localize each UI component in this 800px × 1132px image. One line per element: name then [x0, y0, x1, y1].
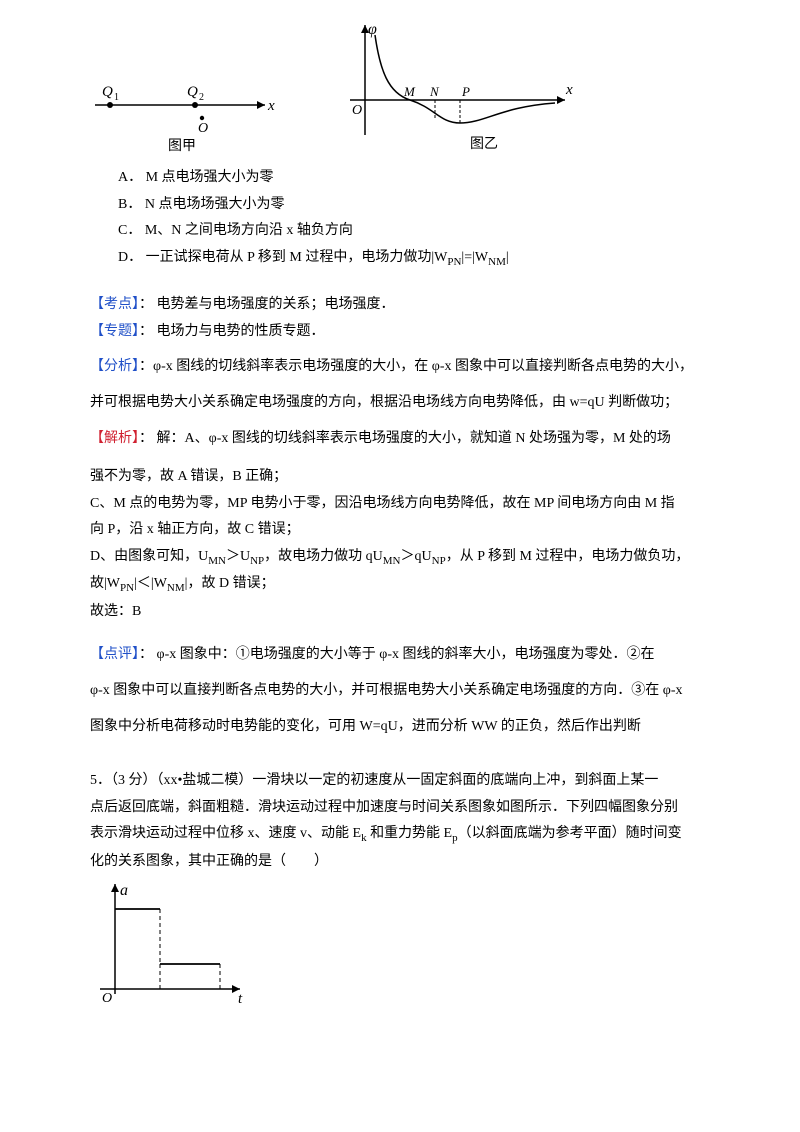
- jiexi-line6c: |，故 D 错误；: [185, 576, 275, 591]
- option-a: A． M 点电场强大小为零: [118, 165, 740, 192]
- svg-text:φ: φ: [368, 21, 377, 38]
- jiexi-line5a: D、由图象可知，U: [90, 549, 208, 564]
- jiexi-line5-sub2: NP: [250, 555, 264, 567]
- jiexi-line5-sub3: MN: [383, 555, 401, 567]
- svg-text:O: O: [352, 103, 362, 118]
- dianping-text1: ： φ-x 图象中：①电场强度的大小等于 φ-x 图线的斜率大小，电场强度为零处…: [139, 647, 654, 662]
- q5-line3b: 和重力势能 E: [367, 826, 453, 841]
- svg-text:a: a: [120, 882, 128, 899]
- svg-text:P: P: [461, 84, 470, 99]
- svg-text:图甲: 图甲: [168, 139, 196, 154]
- option-d-sub1: PN: [447, 256, 461, 268]
- jiexi-line5: D、由图象可知，UMN＞UNP，故电场力做功 qUMN＞qUNP，从 P 移到 …: [90, 544, 740, 572]
- svg-text:x: x: [267, 98, 275, 114]
- svg-text:M: M: [403, 84, 416, 99]
- zhuanti-row: 【专题】： 电场力与电势的性质专题．: [90, 319, 740, 346]
- jiexi-line5c: ，故电场力做功 qU: [264, 549, 383, 564]
- fenxi-text1: ：φ-x 图线的切线斜率表示电场强度的大小，在 φ-x 图象中可以直接判断各点电…: [139, 359, 693, 374]
- q5-line2: 点后返回底端，斜面粗糙．滑块运动过程中加速度与时间关系图象如图所示．下列四幅图象…: [90, 795, 740, 822]
- jiexi-line6-sub2: NM: [167, 582, 185, 594]
- svg-text:图乙: 图乙: [470, 136, 498, 152]
- jiexi-line5d: ＞qU: [401, 549, 432, 564]
- q5-line1: 5．（3 分）（xx•盐城二模）一滑块以一定的初速度从一固定斜面的底端向上冲，到…: [90, 768, 740, 795]
- option-d-sub2: NM: [488, 256, 506, 268]
- dianping-block: 【点评】： φ-x 图象中：①电场强度的大小等于 φ-x 图线的斜率大小，电场强…: [90, 640, 740, 670]
- q5-line3: 表示滑块运动过程中位移 x、速度 v、动能 Ek 和重力势能 Ep（以斜面底端为…: [90, 821, 740, 849]
- svg-text:Q: Q: [102, 84, 113, 100]
- figures-row: Q1 Q2 x O 图甲 φ O M N P x 图乙: [90, 20, 740, 155]
- option-d-mid: |=|W: [461, 250, 488, 265]
- jiexi-line7: 故选：B: [90, 599, 740, 626]
- zhuanti-text: ： 电场力与电势的性质专题．: [139, 324, 325, 339]
- zhuanti-label: 【专题】: [90, 324, 139, 339]
- jiexi-line4: 向 P，沿 x 轴正方向，故 C 错误；: [90, 517, 740, 544]
- svg-text:2: 2: [199, 92, 204, 103]
- option-d-prefix: D． 一正试探电荷从 P 移到 M 过程中，电场力做功|W: [118, 250, 447, 265]
- jiexi-line5-sub4: NP: [432, 555, 446, 567]
- svg-text:N: N: [429, 84, 440, 99]
- kaodian-text: ： 电势差与电场强度的关系；电场强度．: [139, 297, 395, 312]
- kaodian-label: 【考点】: [90, 297, 139, 312]
- svg-text:Q: Q: [187, 84, 198, 100]
- jiexi-line6: 故|WPN|＜|WNM|，故 D 错误；: [90, 571, 740, 599]
- q5-line3c: （以斜面底端为参考平面）随时间变: [458, 826, 682, 841]
- svg-text:O: O: [102, 991, 112, 1006]
- fenxi-text2: 并可根据电势大小关系确定电场强度的方向，根据沿电场线方向电势降低，由 w=qU …: [90, 388, 740, 418]
- jiexi-line5-sub1: MN: [208, 555, 226, 567]
- q5-line3a: 表示滑块运动过程中位移 x、速度 v、动能 E: [90, 826, 361, 841]
- svg-text:1: 1: [114, 92, 119, 103]
- q5-line4: 化的关系图象，其中正确的是（ ）: [90, 849, 740, 876]
- option-d: D． 一正试探电荷从 P 移到 M 过程中，电场力做功|WPN|=|WNM|: [118, 245, 740, 273]
- jiexi-line5e: ，从 P 移到 M 过程中，电场力做负功，: [446, 549, 690, 564]
- dianping-text3: 图象中分析电荷移动时电势能的变化，可用 W=qU，进而分析 WW 的正负，然后作…: [90, 712, 740, 742]
- jiexi-line2: 强不为零，故 A 错误，B 正确；: [90, 464, 740, 491]
- at-graph-wrap: a t O: [90, 879, 740, 1018]
- fenxi-block: 【分析】：φ-x 图线的切线斜率表示电场强度的大小，在 φ-x 图象中可以直接判…: [90, 352, 740, 382]
- option-b: B． N 点电场场强大小为零: [118, 192, 740, 219]
- jiexi-line6b: |＜|W: [134, 576, 167, 591]
- figure-jia: Q1 Q2 x O 图甲: [90, 60, 280, 155]
- figure-yi: φ O M N P x 图乙: [340, 20, 580, 155]
- jiexi-line3: C、M 点的电势为零，MP 电势小于零，因沿电场线方向电势降低，故在 MP 间电…: [90, 491, 740, 518]
- svg-text:t: t: [238, 991, 243, 1007]
- option-d-suffix: |: [506, 250, 509, 265]
- dianping-label: 【点评】: [90, 647, 139, 662]
- jiexi-block: 【解析】： 解：A、φ-x 图线的切线斜率表示电场强度的大小，就知道 N 处场强…: [90, 424, 740, 454]
- svg-text:O: O: [198, 121, 208, 136]
- option-c: C． M、N 之间电场方向沿 x 轴负方向: [118, 218, 740, 245]
- jiexi-line6a: 故|W: [90, 576, 120, 591]
- svg-text:x: x: [565, 82, 573, 98]
- jiexi-line6-sub1: PN: [120, 582, 134, 594]
- fenxi-label: 【分析】: [90, 359, 139, 374]
- at-graph: a t O: [90, 879, 250, 1009]
- jiexi-line5b: ＞U: [226, 549, 250, 564]
- jiexi-label: 【解析】: [90, 431, 139, 446]
- dianping-text2: φ-x 图象中可以直接判断各点电势的大小，并可根据电势大小关系确定电场强度的方向…: [90, 676, 740, 706]
- jiexi-line1: ： 解：A、φ-x 图线的切线斜率表示电场强度的大小，就知道 N 处场强为零，M…: [139, 431, 671, 446]
- kaodian-row: 【考点】： 电势差与电场强度的关系；电场强度．: [90, 292, 740, 319]
